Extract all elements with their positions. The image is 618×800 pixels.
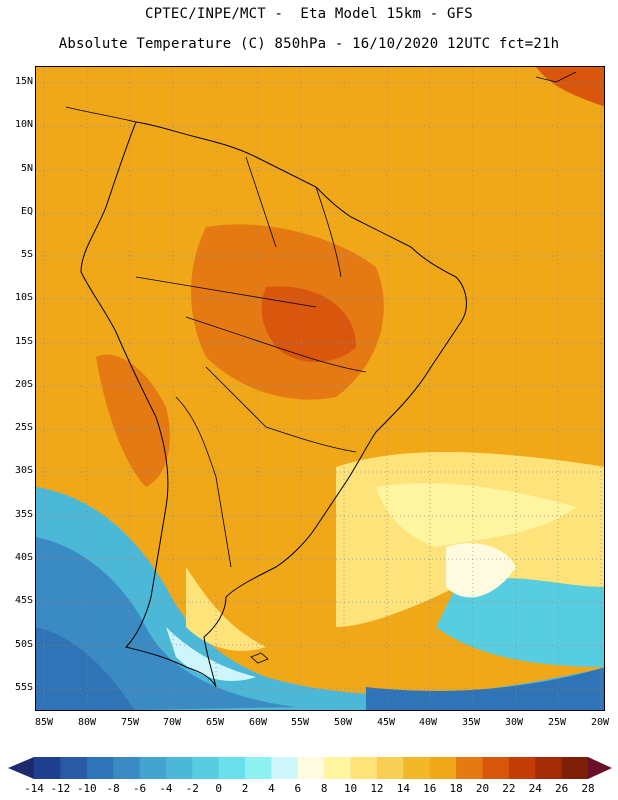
colorbar-label: 20 [475, 782, 490, 795]
colorbar-swatch [403, 757, 431, 779]
colorbar-label: 4 [268, 782, 275, 795]
colorbar-label: 14 [396, 782, 410, 795]
lat-label: 55S [14, 682, 33, 693]
lon-label: 20W [590, 717, 610, 728]
colorbar-arrow-low [8, 757, 34, 779]
colorbar-swatch [376, 757, 404, 779]
colorbar-swatch [297, 757, 325, 779]
lon-label: 40W [418, 717, 438, 728]
colorbar-label: -10 [76, 782, 97, 795]
lat-label: 10N [14, 119, 33, 130]
lon-label: 50W [333, 717, 353, 728]
colorbar-swatch [561, 757, 589, 779]
lat-label: 15N [14, 76, 33, 87]
colorbar-swatch [192, 757, 220, 779]
colorbar-label: 6 [294, 782, 302, 795]
colorbar-swatch [218, 757, 246, 779]
lon-label: 25W [547, 717, 567, 728]
lat-label: 5S [20, 249, 33, 260]
colorbar-swatch [482, 757, 510, 779]
colorbar-swatch [350, 757, 378, 779]
lon-label: 65W [205, 717, 225, 728]
colorbar-swatch [456, 757, 483, 779]
colorbar-label: -6 [132, 782, 147, 795]
lat-label: 25S [14, 422, 33, 433]
colorbar-swatch [60, 757, 88, 779]
lon-label: 75W [120, 717, 140, 728]
colorbar-swatch [271, 757, 299, 779]
title-line-1: CPTEC/INPE/MCT - Eta Model 15km - GFS [145, 6, 473, 22]
colorbar-swatch [165, 757, 193, 779]
colorbar-swatch [429, 757, 457, 779]
colorbar-label: 0 [215, 782, 222, 795]
colorbar-label: -8 [106, 782, 120, 795]
lat-label: 30S [14, 465, 33, 476]
lat-label: 45S [14, 595, 33, 606]
colorbar-swatch [34, 757, 61, 779]
colorbar-label: 24 [528, 782, 542, 795]
lat-label: 50S [14, 639, 33, 650]
colorbar-label: 28 [581, 782, 595, 795]
lon-label: 60W [248, 717, 268, 728]
lon-label: 70W [162, 717, 182, 728]
colorbar-swatch [86, 757, 114, 779]
title-line-2: Absolute Temperature (C) 850hPa - 16/10/… [58, 36, 560, 52]
colorbar-label: 10 [343, 782, 358, 795]
colorbar-arrow-high [588, 757, 612, 779]
lat-label: 10S [14, 292, 33, 303]
colorbar-swatch [245, 757, 272, 779]
colorbar-label: 2 [241, 782, 249, 795]
colorbar-swatch [324, 757, 352, 779]
colorbar-label: -12 [50, 782, 71, 795]
lat-label: 15S [14, 336, 33, 347]
colorbar-swatch [139, 757, 167, 779]
lat-label: EQ [20, 206, 33, 217]
lat-label: 35S [14, 509, 33, 520]
colorbar-label: 8 [320, 782, 328, 795]
lon-label: 45W [376, 717, 396, 728]
colorbar-label: -4 [159, 782, 173, 795]
colorbar-label: 22 [502, 782, 516, 795]
lon-label: 80W [77, 717, 97, 728]
colorbar-label: 16 [423, 782, 437, 795]
colorbar-swatch [535, 757, 563, 779]
colorbar-label: 26 [554, 782, 569, 795]
colorbar-label: 12 [370, 782, 384, 795]
south-america-outline [80, 121, 467, 688]
temperature-colorbar [8, 757, 612, 779]
lat-label: 5N [20, 163, 33, 174]
lat-label: 40S [14, 552, 33, 563]
lon-label: 85W [34, 717, 54, 728]
colorbar-label: -2 [185, 782, 199, 795]
colorbar-label: 18 [449, 782, 463, 795]
colorbar-swatch [508, 757, 536, 779]
lon-label: 30W [504, 717, 524, 728]
lon-label: 35W [461, 717, 481, 728]
temperature-map [35, 66, 605, 711]
lon-label: 55W [290, 717, 310, 728]
colorbar-label: -14 [24, 782, 44, 795]
colorbar-swatch [113, 757, 141, 779]
lat-label: 20S [14, 379, 33, 390]
